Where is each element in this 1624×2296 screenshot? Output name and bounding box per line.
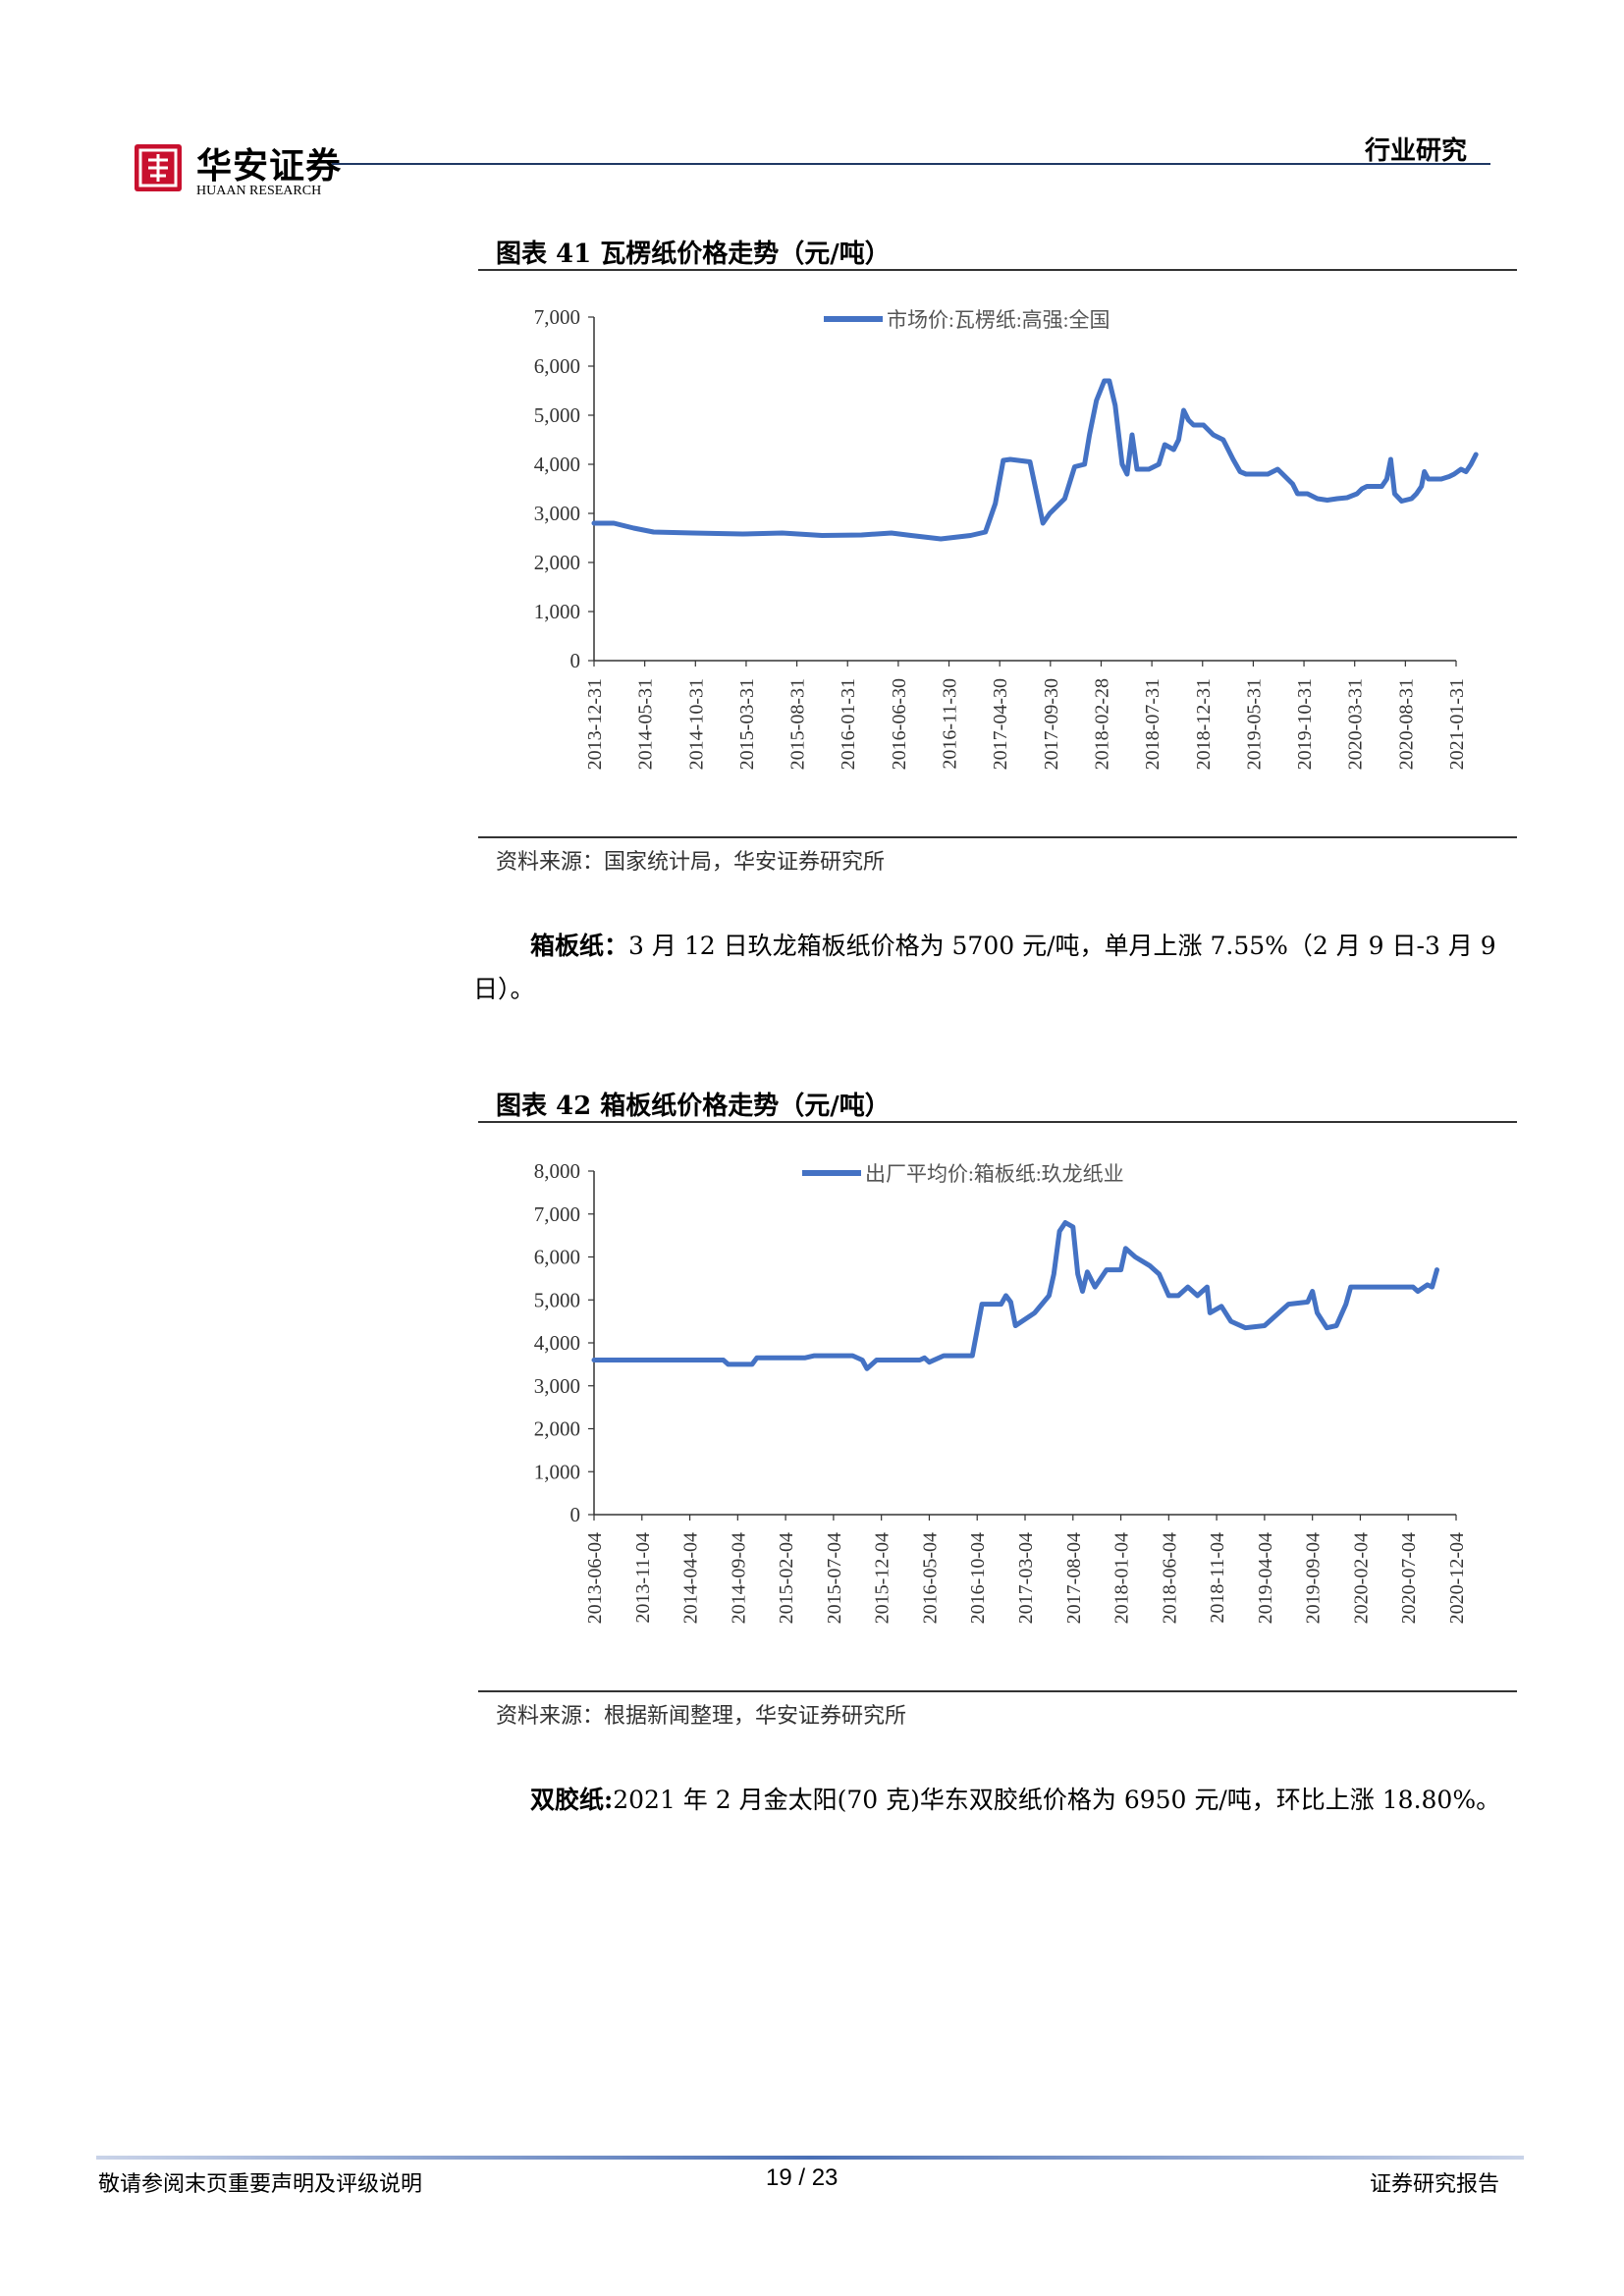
chart2: 0 1,000 2,000 3,000 4,000 5,000 6,000 7,000 8,00…	[534, 1159, 1468, 1624]
chart2-x-tick-label: 2013-11-04	[632, 1532, 654, 1624]
chart2-y-tick-label: 6,000	[534, 1246, 580, 1269]
chart2-x-tick-label: 2016-10-04	[967, 1532, 989, 1624]
chart2-top-rule	[478, 1121, 1517, 1123]
paragraph-offset-paper: 双胶纸:2021 年 2 月金太阳(70 克)华东双胶纸价格为 6950 元/吨…	[473, 1779, 1519, 1822]
chart1-x-tick-label: 2018-07-31	[1142, 678, 1164, 770]
chart2-x-tick-label: 2014-04-04	[680, 1532, 702, 1624]
chart1-y-tick-label: 4,000	[534, 453, 580, 476]
chart1-x-tick-label: 2020-08-31	[1395, 678, 1417, 770]
chart2-x-tick-label: 2018-11-04	[1207, 1532, 1228, 1624]
page-number: 19 / 23	[766, 2164, 839, 2191]
chart2-y-tick-label: 4,000	[534, 1331, 580, 1355]
chart1-x-tick-label: 2014-10-31	[685, 678, 707, 770]
chart1-series-line	[591, 378, 1479, 542]
chart1-x-tick-label: 2017-09-30	[1041, 678, 1062, 770]
chart2-source: 资料来源：根据新闻整理，华安证券研究所	[496, 1704, 907, 1729]
chart1-y-tick-label: 0	[570, 649, 581, 672]
chart1-y-tick-label: 3,000	[534, 502, 580, 525]
footer-report-type: 证券研究报告	[1370, 2172, 1500, 2197]
header-rule	[332, 163, 1490, 165]
chart1-x-tick-label: 2015-08-31	[787, 678, 809, 770]
chart2-x-tick-label: 2017-03-04	[1015, 1532, 1037, 1624]
section-label: 行业研究	[1365, 136, 1468, 166]
logo-mark-icon	[138, 148, 178, 187]
chart1-x-tick-label: 2016-06-30	[889, 678, 910, 770]
paragraph-boxboard-lead: 箱板纸：	[530, 932, 629, 960]
chart2-x-tick-label: 2017-08-04	[1063, 1532, 1085, 1624]
chart2-legend-label: 出厂平均价:箱板纸:玖龙纸业	[865, 1162, 1124, 1186]
chart1: 0 1,000 2,000 3,000 4,000 5,000 6,000 7,000 2013…	[534, 305, 1479, 770]
chart1-x-tick-label: 2019-05-31	[1243, 678, 1265, 770]
paragraph-offset-lead: 双胶纸:	[530, 1786, 614, 1814]
logo-mark	[135, 144, 182, 191]
chart2-x-tick-label: 2019-04-04	[1255, 1532, 1276, 1624]
chart1-x-tick-label: 2017-04-30	[990, 678, 1011, 770]
chart1-y-tick-label: 6,000	[534, 354, 580, 378]
chart1-x-tick-label: 2016-01-31	[838, 678, 859, 770]
logo-text-cn: 华安证券	[196, 145, 343, 187]
footer-rule	[96, 2156, 1524, 2160]
chart2-x-tick-label: 2013-06-04	[584, 1532, 606, 1624]
chart1-x-tick-label: 2018-02-28	[1091, 678, 1112, 770]
chart2-x-tick-label: 2018-06-04	[1159, 1532, 1180, 1624]
chart1-x-tick-label: 2020-03-31	[1345, 678, 1367, 770]
chart2-series-line	[591, 1220, 1439, 1371]
chart2-x-tick-label: 2019-09-04	[1303, 1532, 1325, 1624]
chart2-y-tick-label: 1,000	[534, 1460, 580, 1483]
chart1-bottom-rule	[478, 836, 1517, 838]
chart2-x-tick-label: 2015-12-04	[872, 1532, 893, 1624]
paragraph-offset-text: 2021 年 2 月金太阳(70 克)华东双胶纸价格为 6950 元/吨，环比上…	[613, 1786, 1501, 1814]
paragraph-boxboard: 箱板纸：3 月 12 日玖龙箱板纸价格为 5700 元/吨，单月上涨 7.55%…	[473, 925, 1519, 1011]
chart1-legend-label: 市场价:瓦楞纸:高强:全国	[887, 308, 1110, 332]
chart2-y-tick-label: 0	[570, 1503, 581, 1526]
chart1-y-tick-label: 1,000	[534, 600, 580, 623]
chart2-x-tick-label: 2020-02-04	[1350, 1532, 1372, 1624]
chart2-y-tick-label: 5,000	[534, 1288, 580, 1311]
chart2-x-tick-label: 2015-02-04	[776, 1532, 797, 1624]
chart2-y-tick-label: 8,000	[534, 1159, 580, 1183]
chart1-x-tick-label: 2019-10-31	[1294, 678, 1316, 770]
chart2-y-tick-label: 3,000	[534, 1374, 580, 1398]
chart1-y-tick-label: 5,000	[534, 403, 580, 427]
chart2-x-tick-label: 2018-01-04	[1111, 1532, 1133, 1624]
chart1-x-tick-label: 2021-01-31	[1446, 678, 1468, 770]
chart2-x-tick-label: 2020-12-04	[1446, 1532, 1468, 1624]
chart2-y-tick-label: 2,000	[534, 1417, 580, 1441]
chart1-title: 图表 41 瓦楞纸价格走势（元/吨）	[496, 240, 891, 269]
chart1-x-tick-label: 2014-05-31	[635, 678, 657, 770]
footer-disclaimer: 敬请参阅末页重要声明及评级说明	[98, 2172, 423, 2197]
chart2-x-tick-label: 2016-05-04	[919, 1532, 941, 1624]
chart2-x-tick-label: 2020-07-04	[1398, 1532, 1420, 1624]
chart1-y-tick-label: 7,000	[534, 305, 580, 329]
chart1-top-rule	[478, 269, 1517, 271]
chart2-y-tick-label: 7,000	[534, 1202, 580, 1226]
logo-text-en: HUAAN RESEARCH	[196, 184, 322, 198]
chart2-title: 图表 42 箱板纸价格走势（元/吨）	[496, 1092, 891, 1121]
chart2-x-tick-label: 2015-07-04	[824, 1532, 845, 1624]
chart1-x-tick-label: 2018-12-31	[1193, 678, 1215, 770]
chart2-x-tick-label: 2014-09-04	[728, 1532, 749, 1624]
chart1-y-tick-label: 2,000	[534, 551, 580, 574]
chart1-x-tick-label: 2016-11-30	[940, 678, 961, 770]
chart2-bottom-rule	[478, 1690, 1517, 1692]
chart1-x-tick-label: 2015-03-31	[736, 678, 758, 770]
chart1-x-tick-label: 2013-12-31	[584, 678, 606, 770]
paragraph-boxboard-text: 3 月 12 日玖龙箱板纸价格为 5700 元/吨，单月上涨 7.55%（2 月…	[473, 932, 1496, 1003]
chart1-source: 资料来源：国家统计局，华安证券研究所	[496, 850, 886, 875]
